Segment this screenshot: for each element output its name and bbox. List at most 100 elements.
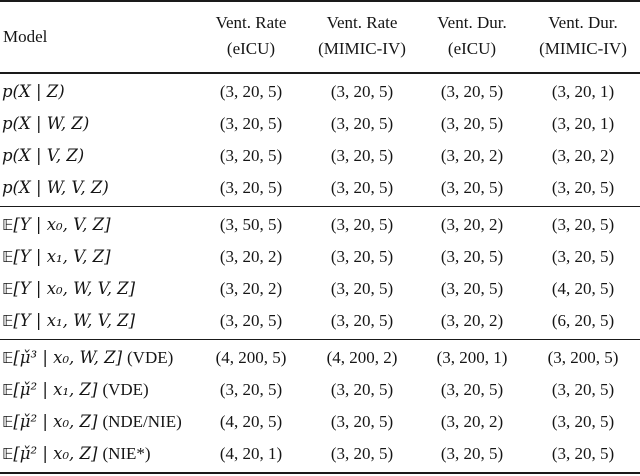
model-note: (VDE) [102, 380, 149, 399]
model-expression: p(X | W, V, Z) [2, 178, 109, 197]
value-cell: (3, 200, 5) [526, 339, 640, 374]
header-model: Model [0, 1, 196, 74]
model-expression: [μ̌³ | x₀, W, Z] [13, 348, 123, 367]
model-expression: [Y | x₁, W, V, Z] [13, 311, 136, 330]
value-cell: (3, 20, 5) [551, 247, 615, 266]
table-row: p(X | W, Z) (3, 20, 5) (3, 20, 5) (3, 20… [0, 108, 640, 140]
value-cell: (3, 20, 5) [330, 247, 394, 266]
table-row: 𝔼[μ̌² | x₀, Z] (NDE/NIE) (4, 20, 5) (3, 2… [0, 406, 640, 438]
value-cell: (3, 20, 5) [219, 311, 283, 330]
value-cell: (3, 20, 5) [440, 380, 504, 399]
header-line1: Vent. Dur. [437, 13, 507, 32]
model-expression: [μ̌² | x₁, Z] [13, 380, 98, 399]
value-cell: (3, 20, 5) [330, 311, 394, 330]
header-vent-dur-mimic-iv: Vent. Dur. (MIMIC-IV) [526, 1, 640, 74]
table-header: Model Vent. Rate (eICU) Vent. Rate (MIMI… [0, 1, 640, 74]
header-line1: Vent. Rate [326, 13, 398, 32]
value-cell: (3, 20, 2) [551, 146, 615, 165]
value-cell: (3, 20, 5) [219, 178, 283, 197]
value-cell: (3, 20, 5) [440, 247, 504, 266]
value-cell: (3, 20, 5) [219, 146, 283, 165]
value-cell: (3, 20, 2) [440, 146, 504, 165]
header-row: Model Vent. Rate (eICU) Vent. Rate (MIMI… [0, 1, 640, 74]
value-cell: (3, 20, 5) [330, 146, 394, 165]
blackboard-e: 𝔼 [2, 381, 14, 399]
header-vent-dur-eicu: Vent. Dur. (eICU) [418, 1, 526, 74]
header-vent-rate-mimic-iv: Vent. Rate (MIMIC-IV) [306, 1, 418, 74]
value-cell: (3, 20, 5) [306, 206, 418, 241]
section-density-models: p(X | Z) (3, 20, 5) (3, 20, 5) (3, 20, 5… [0, 73, 640, 207]
table-row: p(X | Z) (3, 20, 5) (3, 20, 5) (3, 20, 5… [0, 73, 640, 108]
table-row: p(X | W, V, Z) (3, 20, 5) (3, 20, 5) (3,… [0, 172, 640, 207]
model-expression: [μ̌² | x₀, Z] [13, 412, 98, 431]
value-cell: (3, 20, 5) [526, 206, 640, 241]
blackboard-e: 𝔼 [2, 312, 14, 330]
value-cell: (3, 20, 5) [440, 82, 504, 101]
header-line1: Vent. Dur. [548, 13, 618, 32]
value-cell: (3, 20, 5) [330, 380, 394, 399]
model-note: (NIE*) [102, 444, 151, 463]
section-mediator-models: 𝔼[μ̌³ | x₀, W, Z] (VDE) (4, 200, 5) (4, 2… [0, 339, 640, 474]
value-cell: (3, 20, 5) [440, 279, 504, 298]
value-cell: (3, 20, 5) [551, 380, 615, 399]
model-expression: [Y | x₀, V, Z] [13, 215, 111, 234]
table-row: 𝔼[Y | x₀, W, V, Z] (3, 20, 2) (3, 20, 5)… [0, 273, 640, 305]
value-cell: (4, 200, 2) [306, 339, 418, 374]
value-cell: (3, 20, 5) [330, 114, 394, 133]
model-note: (VDE) [127, 348, 174, 367]
table-row: 𝔼[μ̌² | x₁, Z] (VDE) (3, 20, 5) (3, 20, 5… [0, 374, 640, 406]
model-expression: p(X | W, Z) [2, 114, 90, 133]
value-cell: (3, 20, 5) [330, 178, 394, 197]
value-cell: (3, 20, 5) [440, 178, 504, 197]
value-cell: (3, 20, 2) [440, 412, 504, 431]
table-row: 𝔼[μ̌³ | x₀, W, Z] (VDE) (4, 200, 5) (4, 2… [0, 339, 640, 374]
model-expression: p(X | V, Z) [2, 146, 85, 165]
blackboard-e: 𝔼 [2, 248, 14, 266]
value-cell: (3, 50, 5) [196, 206, 306, 241]
value-cell: (4, 20, 1) [219, 444, 283, 463]
header-line1: Vent. Rate [215, 13, 287, 32]
header-vent-rate-eicu: Vent. Rate (eICU) [196, 1, 306, 74]
value-cell: (6, 20, 5) [551, 311, 615, 330]
header-line2: (eICU) [447, 39, 497, 58]
value-cell: (4, 20, 5) [551, 279, 615, 298]
blackboard-e: 𝔼 [2, 413, 14, 431]
value-cell: (3, 20, 5) [551, 178, 615, 197]
value-cell: (3, 200, 1) [418, 339, 526, 374]
model-expression: [Y | x₀, W, V, Z] [13, 279, 136, 298]
value-cell: (3, 20, 5) [551, 412, 615, 431]
header-line2: (MIMIC-IV) [318, 39, 406, 58]
value-cell: (3, 20, 5) [330, 412, 394, 431]
header-line2: (eICU) [226, 39, 276, 58]
value-cell: (3, 20, 5) [330, 279, 394, 298]
value-cell: (3, 20, 5) [330, 444, 394, 463]
value-cell: (4, 200, 5) [196, 339, 306, 374]
value-cell: (3, 20, 2) [219, 247, 283, 266]
blackboard-e: 𝔼 [2, 280, 14, 298]
blackboard-e: 𝔼 [2, 349, 14, 367]
value-cell: (3, 20, 5) [551, 444, 615, 463]
blackboard-e: 𝔼 [2, 216, 14, 234]
model-note: (NDE/NIE) [102, 412, 182, 431]
header-line2: (MIMIC-IV) [539, 39, 627, 58]
model-expression: p(X | Z) [2, 82, 65, 101]
value-cell: (3, 20, 1) [551, 114, 615, 133]
value-cell: (3, 20, 5) [330, 82, 394, 101]
section-outcome-models: 𝔼[Y | x₀, V, Z] (3, 50, 5) (3, 20, 5) (3… [0, 206, 640, 340]
table-row: p(X | V, Z) (3, 20, 5) (3, 20, 5) (3, 20… [0, 140, 640, 172]
value-cell: (3, 20, 2) [219, 279, 283, 298]
value-cell: (3, 20, 2) [418, 206, 526, 241]
model-expression: [μ̌² | x₀, Z] [13, 444, 98, 463]
value-cell: (4, 20, 5) [219, 412, 283, 431]
blackboard-e: 𝔼 [2, 445, 14, 463]
model-expression: [Y | x₁, V, Z] [13, 247, 111, 266]
table-row: 𝔼[μ̌² | x₀, Z] (NIE*) (4, 20, 1) (3, 20, … [0, 438, 640, 473]
value-cell: (3, 20, 5) [440, 114, 504, 133]
value-cell: (3, 20, 1) [551, 82, 615, 101]
table-row: 𝔼[Y | x₀, V, Z] (3, 50, 5) (3, 20, 5) (3… [0, 206, 640, 241]
value-cell: (3, 20, 2) [440, 311, 504, 330]
table-row: 𝔼[Y | x₁, W, V, Z] (3, 20, 5) (3, 20, 5)… [0, 305, 640, 340]
value-cell: (3, 20, 5) [219, 114, 283, 133]
